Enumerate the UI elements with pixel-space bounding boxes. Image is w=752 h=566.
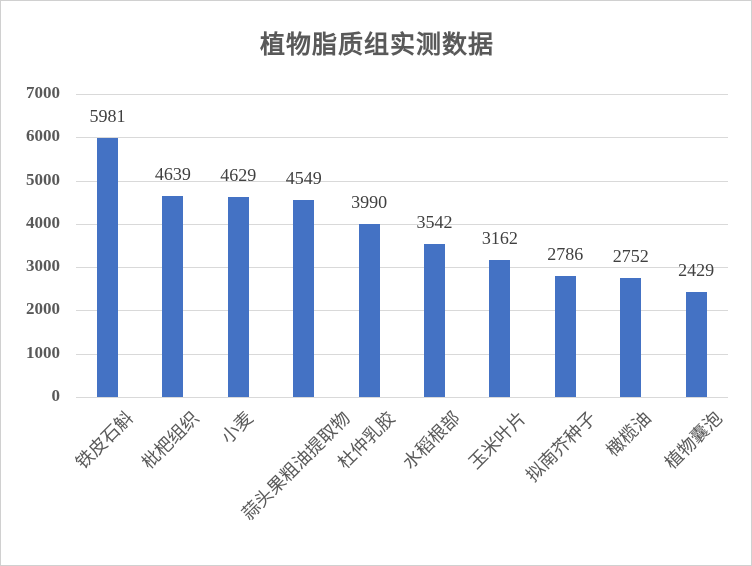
x-tick-label: 橄榄油 — [602, 407, 656, 461]
data-label: 3542 — [416, 211, 453, 232]
y-tick-label: 7000 — [26, 83, 60, 102]
x-tick-label: 小麦 — [217, 407, 259, 449]
y-tick-label: 5000 — [26, 169, 60, 189]
y-tick-label: 2000 — [26, 299, 60, 319]
y-tick-label: 3000 — [26, 256, 60, 276]
data-label: 3990 — [351, 192, 388, 213]
bar — [685, 291, 707, 397]
chart-title: 植物脂质组实测数据 — [259, 30, 494, 59]
gridline — [76, 397, 728, 398]
gridline — [76, 353, 728, 355]
x-tick-label: 拟南芥种子 — [522, 407, 601, 487]
x-tick-label: 玉米叶片 — [464, 407, 531, 474]
gridline — [76, 180, 728, 182]
data-label: 4639 — [154, 164, 191, 185]
bar — [162, 196, 184, 397]
bar — [489, 260, 511, 397]
gridline — [76, 137, 728, 139]
y-tick-label: 4000 — [26, 212, 60, 232]
data-label: 4629 — [220, 164, 257, 185]
bar — [293, 200, 315, 397]
gridline — [76, 267, 728, 269]
data-label: 2429 — [678, 259, 715, 280]
data-label: 5981 — [89, 106, 126, 127]
y-tick-label: 6000 — [26, 126, 60, 146]
gridline — [76, 310, 728, 312]
x-tick-label: 水稻根部 — [399, 407, 465, 474]
y-tick-label: 0 — [51, 386, 61, 405]
bar — [554, 276, 576, 397]
bar — [97, 138, 118, 397]
bar — [227, 196, 249, 397]
data-label: 4549 — [285, 168, 322, 189]
bar — [358, 224, 380, 397]
y-tick-label: 1000 — [26, 342, 60, 362]
data-label: 2786 — [547, 244, 584, 265]
x-tick-label: 植物囊泡 — [660, 407, 727, 474]
x-tick-label: 铁皮石斛 — [72, 407, 138, 474]
data-label: 2752 — [612, 245, 649, 266]
data-label: 3162 — [481, 228, 518, 249]
gridline — [76, 94, 728, 95]
x-tick-label: 枇杷组织 — [137, 407, 204, 474]
bar — [424, 243, 445, 397]
bar — [620, 277, 642, 397]
gridline — [76, 223, 728, 225]
